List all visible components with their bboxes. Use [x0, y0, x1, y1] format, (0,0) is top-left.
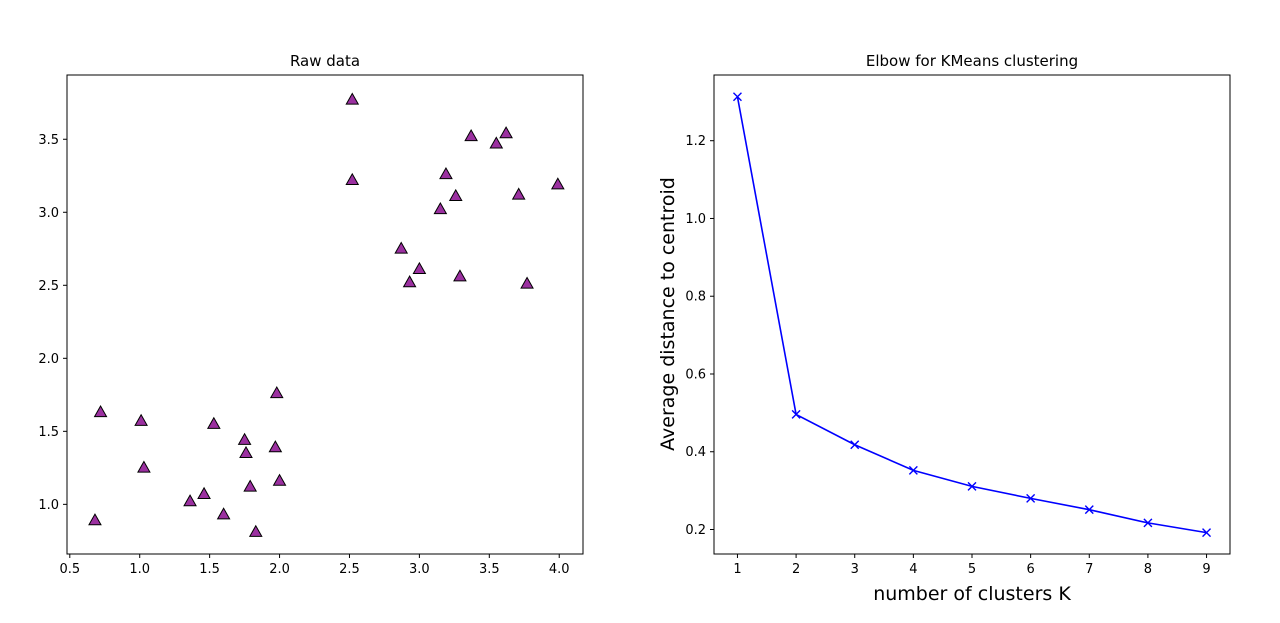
elbow-marker [967, 481, 977, 491]
data-point [439, 166, 453, 180]
data-point [489, 136, 504, 149]
data-point [345, 92, 360, 105]
data-point [216, 507, 231, 520]
data-point [268, 440, 283, 453]
elbow-x-tick-label: 1 [733, 562, 741, 577]
data-point [402, 275, 417, 288]
raw-data-y-axis: 1.0 1.5 2.0 2.5 3.0 3.5 [38, 133, 67, 513]
raw-data-title: Raw data [290, 52, 360, 70]
raw-data-y-tick-label: 3.0 [38, 206, 59, 221]
elbow-marker [1084, 505, 1094, 515]
raw-data-x-tick-label: 2.0 [269, 562, 290, 577]
data-point [520, 276, 534, 289]
data-point [511, 187, 526, 200]
elbow-marker [850, 440, 860, 450]
elbow-y-tick-label: 0.4 [685, 445, 706, 460]
data-point [239, 445, 253, 459]
raw-data-x-tick-label: 1.0 [129, 562, 150, 577]
data-point [269, 386, 284, 399]
raw-data-x-tick-label: 2.5 [339, 562, 360, 577]
raw-data-x-tick-label: 1.5 [199, 562, 220, 577]
elbow-x-tick-label: 7 [1085, 562, 1093, 577]
data-point [197, 486, 211, 499]
data-point [183, 494, 197, 507]
raw-data-y-tick-label: 2.5 [38, 279, 59, 294]
elbow-marker [791, 409, 801, 419]
data-point [88, 513, 102, 526]
elbow-x-tick-label: 4 [909, 562, 917, 577]
data-point [453, 269, 467, 282]
elbow-y-tick-label: 1.0 [685, 212, 706, 227]
data-point [448, 188, 463, 202]
elbow-y-tick-label: 0.2 [685, 523, 706, 538]
elbow-title: Elbow for KMeans clustering [866, 52, 1078, 70]
data-point [550, 177, 565, 190]
elbow-x-tick-label: 2 [792, 562, 800, 577]
raw-data-x-tick-label: 0.5 [59, 562, 80, 577]
elbow-y-tick-label: 0.8 [685, 290, 706, 305]
elbow-y-tick-label: 0.6 [685, 367, 706, 382]
elbow-frame [713, 74, 1231, 555]
raw-data-y-tick-label: 3.5 [38, 133, 59, 148]
elbow-series [732, 92, 1212, 538]
raw-data-x-tick-label: 3.5 [479, 562, 500, 577]
elbow-marker [732, 92, 742, 102]
elbow-marker [1026, 493, 1036, 503]
data-point [272, 473, 287, 486]
data-point [237, 432, 252, 445]
elbow-x-tick-label: 3 [851, 562, 859, 577]
elbow-x-axis: 1 2 3 4 5 6 7 8 9 [733, 554, 1211, 577]
raw-data-y-tick-label: 1.5 [38, 425, 59, 440]
raw-data-y-tick-label: 2.0 [38, 352, 59, 367]
raw-data-points [88, 92, 565, 537]
data-point [137, 460, 151, 473]
data-point [464, 129, 478, 142]
elbow-y-tick-label: 1.2 [685, 134, 706, 149]
data-point [345, 172, 360, 185]
elbow-y-axis: 0.2 0.4 0.6 0.8 1.0 1.2 [685, 134, 714, 538]
data-point [394, 241, 409, 254]
raw-data-x-tick-label: 4.0 [549, 562, 570, 577]
elbow-x-tick-label: 6 [1026, 562, 1034, 577]
raw-data-chart: Raw data 0.5 1.0 1.5 2.0 2.5 3.0 3.5 4.0 1.0 1.5… [38, 52, 584, 577]
data-point [433, 202, 448, 215]
data-point [134, 413, 148, 426]
elbow-marker [908, 465, 918, 475]
data-point [248, 524, 263, 537]
elbow-marker [1202, 528, 1212, 538]
raw-data-frame [66, 74, 584, 555]
data-point [412, 261, 427, 275]
elbow-x-tick-label: 5 [968, 562, 976, 577]
data-point [499, 126, 513, 139]
elbow-marker [1143, 518, 1153, 528]
raw-data-x-tick-label: 3.0 [409, 562, 430, 577]
elbow-x-tick-label: 9 [1202, 562, 1210, 577]
elbow-x-axis-title: number of clusters K [873, 583, 1071, 605]
raw-data-x-axis: 0.5 1.0 1.5 2.0 2.5 3.0 3.5 4.0 [59, 554, 570, 577]
elbow-chart: Elbow for KMeans clustering 1 2 3 4 5 6 7 8 9 0.… [657, 52, 1231, 605]
data-point [243, 479, 258, 492]
raw-data-y-tick-label: 1.0 [38, 498, 59, 513]
data-point [93, 405, 108, 418]
data-point [206, 416, 221, 429]
elbow-y-axis-title: Average distance to centroid [657, 177, 679, 451]
elbow-x-tick-label: 8 [1144, 562, 1152, 577]
